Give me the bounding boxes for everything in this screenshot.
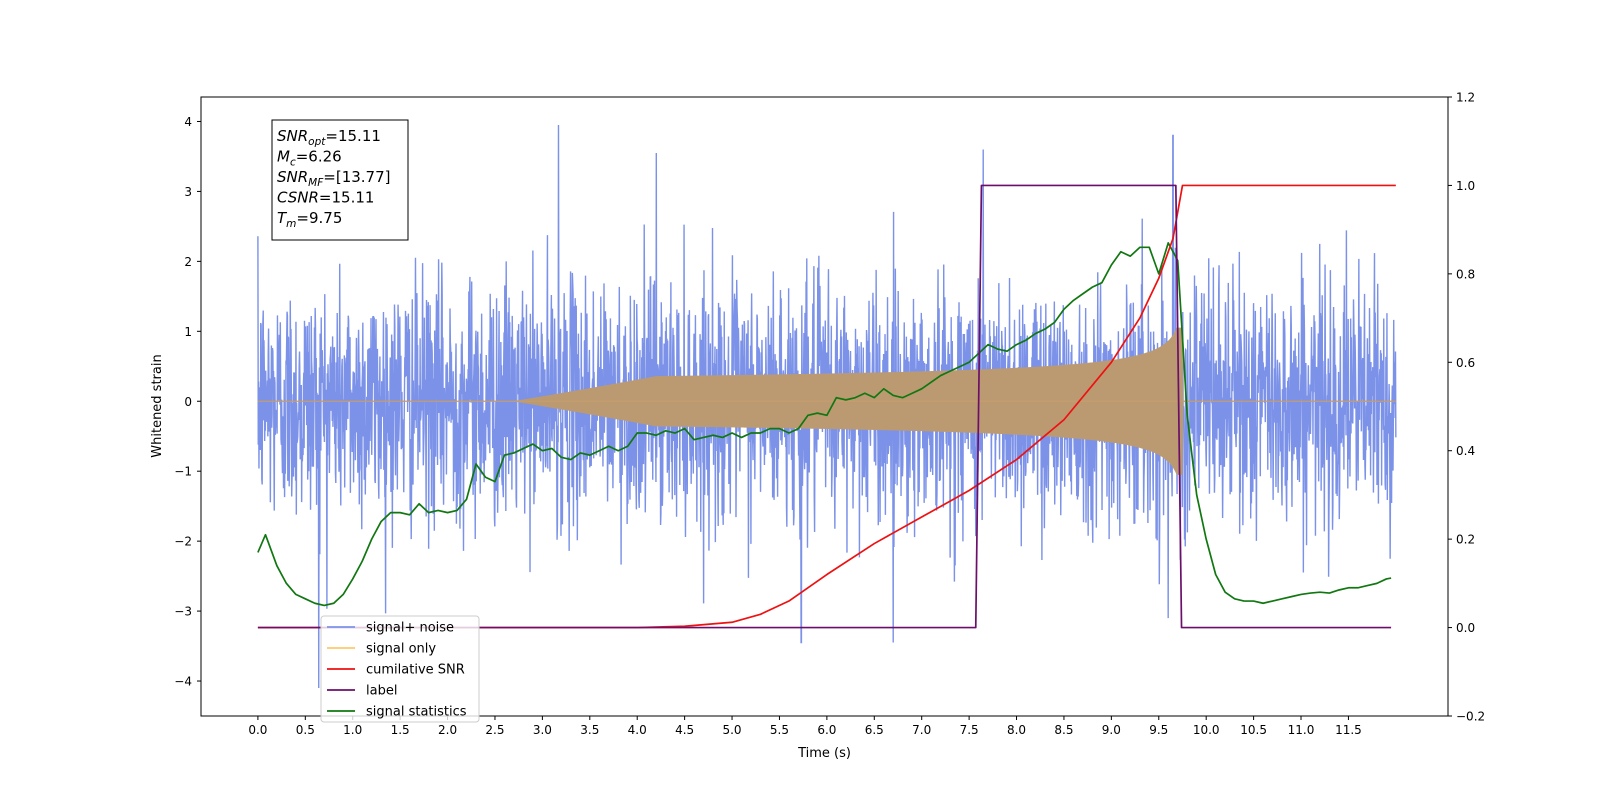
x-tick-label: 10.5 [1240,723,1267,737]
x-tick-label: 7.5 [960,723,979,737]
y-right-tick-label: 0.6 [1456,356,1475,370]
x-tick-label: 2.0 [438,723,457,737]
x-tick-label: 6.5 [865,723,884,737]
y-left-tick-label: −2 [174,535,192,549]
x-tick-label: 3.0 [533,723,552,737]
x-tick-label: 1.0 [343,723,362,737]
series-lines [257,184,1396,629]
x-tick-label: 5.0 [722,723,741,737]
y-left-tick-label: 4 [184,115,192,129]
x-tick-label: 6.0 [817,723,836,737]
y-right-tick-label: 0.2 [1456,533,1475,547]
y-left-tick-label: 1 [184,325,192,339]
series-signal-noise [257,124,1397,689]
legend-label: signal+ noise [366,621,454,636]
x-tick-label: 0.0 [248,723,267,737]
y-right-tick-label: 0.8 [1456,267,1475,281]
x-tick-label: 8.5 [1054,723,1073,737]
stats-annotation: SNRopt=15.11Mc=6.26SNRMF=[13.77]CSNR=15.… [271,119,409,241]
legend-label: signal only [366,642,436,657]
x-tick-label: 3.5 [580,723,599,737]
legend-label: signal statistics [366,705,467,720]
x-tick-label: 7.0 [912,723,931,737]
x-axis-label: Time (s) [797,746,851,761]
y-left-tick-label: −1 [174,465,192,479]
x-tick-label: 8.0 [1007,723,1026,737]
y-axis-label: Whitened strain [150,354,165,457]
y-left-tick-label: −3 [174,605,192,619]
plot-frame [200,96,1449,717]
annotation-line: SNRMF=[13.77] [277,168,391,189]
x-tick-label: 10.0 [1193,723,1220,737]
annotation-line: Tm=9.75 [277,209,342,230]
x-tick-label: 0.5 [296,723,315,737]
legend-box [320,615,480,723]
y-right-tick-label: 1.2 [1456,91,1475,105]
y-right-tick-label: 0.0 [1456,621,1475,635]
annotation-line: Mc=6.26 [277,148,342,169]
legend: signal+ noise signal only cumilative SNR la… [320,615,480,723]
y-right-tick-label: 1.0 [1456,179,1475,193]
x-tick-label: 11.5 [1335,723,1362,737]
annotation-line: SNRopt=15.11 [277,127,381,148]
axes: 0.0 0.5 1.0 1.5 2.0 2.5 3.0 3.5 4.0 4.5 5.0 5.5 6.0 6… [174,91,1485,738]
x-tick-label: 11.0 [1288,723,1315,737]
signal-statistics-line [257,242,1392,607]
x-tick-label: 2.5 [485,723,504,737]
y-left-tick-label: 3 [184,185,192,199]
x-tick-label: 1.5 [391,723,410,737]
cumulative-snr-line [257,184,1396,629]
x-tick-label: 5.5 [770,723,789,737]
label-line [257,184,1392,629]
x-tick-label: 4.5 [675,723,694,737]
legend-label: label [366,684,397,699]
y-left-tick-label: 0 [184,395,192,409]
x-tick-label: 9.5 [1149,723,1168,737]
y-left-tick-label: 2 [184,255,192,269]
y-right-tick-label: −0.2 [1456,710,1485,724]
y-left-tick-label: −4 [174,675,192,689]
legend-label: cumilative SNR [366,663,465,678]
x-tick-label: 4.0 [628,723,647,737]
annotation-box [271,119,409,241]
series-signal-only [257,327,1396,475]
signal-noise-line [257,124,1397,689]
x-tick-label: 9.0 [1102,723,1121,737]
y-right-tick-label: 0.4 [1456,444,1475,458]
annotation-line: CSNR=15.11 [277,189,374,207]
